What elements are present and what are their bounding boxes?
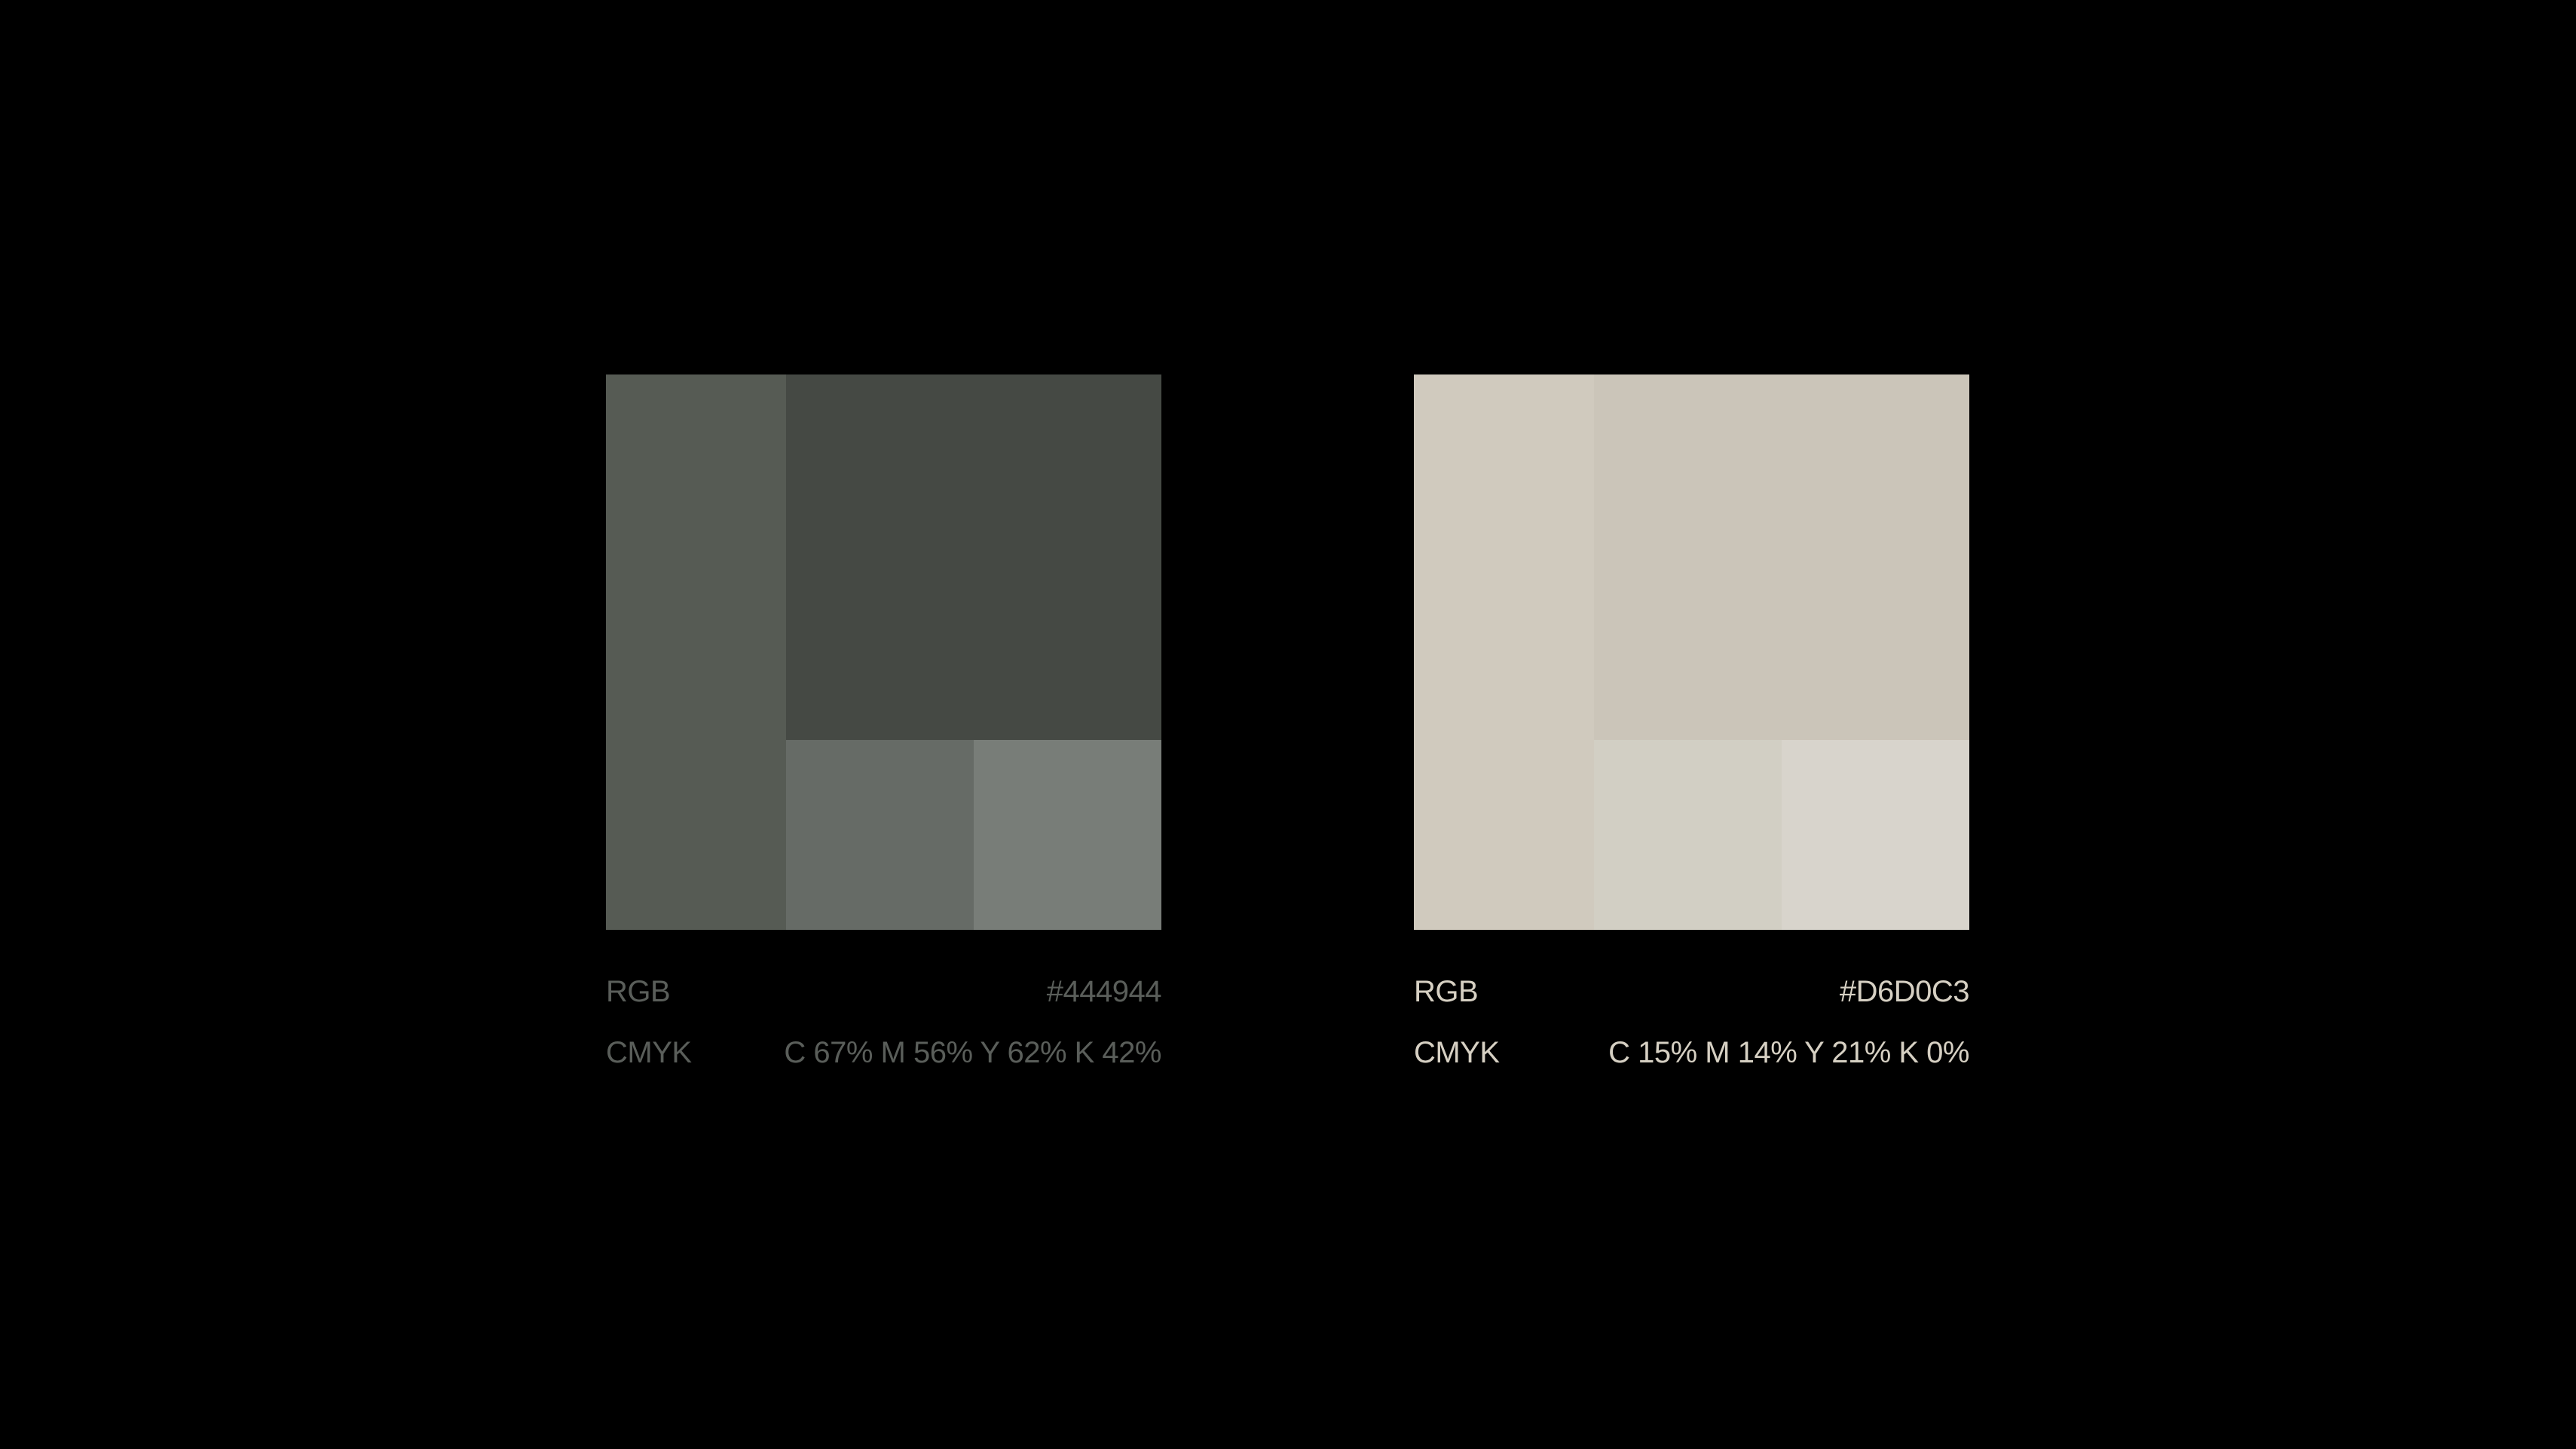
cmyk-label: CMYK (606, 1036, 692, 1069)
swatch-tile-side (606, 374, 786, 930)
rgb-row: RGB #D6D0C3 (1414, 974, 1970, 1010)
swatch-tile-tint-1 (786, 740, 974, 930)
rgb-value: #D6D0C3 (1839, 975, 1970, 1008)
swatch-tile-tint-2 (1782, 740, 1969, 930)
rgb-label: RGB (606, 975, 671, 1008)
cmyk-label: CMYK (1414, 1036, 1500, 1069)
cmyk-row: CMYK C 15% M 14% Y 21% K 0% (1414, 1035, 1969, 1071)
color-swatch-light (1414, 374, 1969, 930)
cmyk-row: CMYK C 67% M 56% Y 62% K 42% (606, 1035, 1161, 1071)
swatch-tile-main (786, 374, 1161, 740)
rgb-row: RGB #444944 (606, 974, 1162, 1010)
rgb-value: #444944 (1046, 975, 1162, 1008)
color-card-dark: RGB #444944 CMYK C 67% M 56% Y 62% K 42% (606, 374, 1162, 1071)
swatch-tile-tint-2 (974, 740, 1161, 930)
rgb-label: RGB (1414, 975, 1479, 1008)
color-card-light: RGB #D6D0C3 CMYK C 15% M 14% Y 21% K 0% (1414, 374, 1970, 1071)
cmyk-value: C 15% M 14% Y 21% K 0% (1608, 1036, 1969, 1069)
color-swatch-dark (606, 374, 1161, 930)
swatch-tile-tint-1 (1594, 740, 1782, 930)
cmyk-value: C 67% M 56% Y 62% K 42% (784, 1036, 1161, 1069)
swatch-tile-main (1594, 374, 1969, 740)
swatch-tile-side (1414, 374, 1594, 930)
